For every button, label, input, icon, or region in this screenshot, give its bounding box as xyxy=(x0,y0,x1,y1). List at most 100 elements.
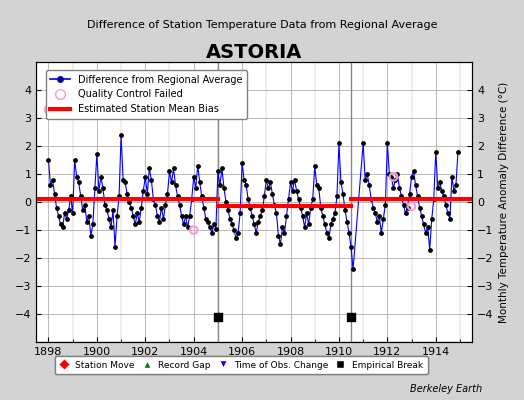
Point xyxy=(333,193,341,200)
Point xyxy=(329,216,337,222)
Point xyxy=(62,216,71,222)
Point xyxy=(248,213,256,219)
Point xyxy=(224,207,232,214)
Point xyxy=(335,140,343,146)
Point xyxy=(339,190,347,197)
Point xyxy=(129,213,137,219)
Point xyxy=(46,182,54,188)
Point xyxy=(137,204,146,211)
Point xyxy=(232,235,241,242)
Point xyxy=(244,196,253,202)
Point xyxy=(349,266,357,272)
Point xyxy=(256,213,265,219)
Point xyxy=(141,174,149,180)
Point xyxy=(69,210,77,216)
Point xyxy=(48,176,57,183)
Point xyxy=(371,210,379,216)
Point xyxy=(97,174,105,180)
Point xyxy=(300,224,309,230)
Point xyxy=(411,182,420,188)
Point xyxy=(393,171,401,177)
Point xyxy=(178,213,186,219)
Point xyxy=(403,204,412,211)
Point xyxy=(185,213,194,219)
Point xyxy=(442,202,450,208)
Point xyxy=(280,230,289,236)
Point xyxy=(240,176,248,183)
Point xyxy=(226,216,234,222)
Point xyxy=(430,196,438,202)
Point xyxy=(446,216,454,222)
Point xyxy=(250,221,258,228)
Point xyxy=(391,176,400,183)
Point xyxy=(297,204,305,211)
Point xyxy=(149,196,158,202)
Point xyxy=(183,224,192,230)
Point xyxy=(238,160,246,166)
Point xyxy=(309,196,317,202)
Point xyxy=(367,196,375,202)
Point xyxy=(188,196,196,202)
Point xyxy=(95,188,103,194)
Point xyxy=(343,218,351,225)
Legend: Station Move, Record Gap, Time of Obs. Change, Empirical Break: Station Move, Record Gap, Time of Obs. C… xyxy=(54,356,428,374)
Point xyxy=(91,185,99,191)
Point xyxy=(423,224,432,230)
Point xyxy=(387,174,396,180)
Point xyxy=(341,207,349,214)
Point xyxy=(210,221,218,228)
Point xyxy=(107,224,115,230)
Point xyxy=(200,204,208,211)
Point xyxy=(77,193,85,200)
Point xyxy=(288,188,297,194)
Point xyxy=(133,210,141,216)
Point xyxy=(60,210,69,216)
Point xyxy=(139,188,147,194)
Point xyxy=(44,106,52,113)
Point xyxy=(407,174,416,180)
Point xyxy=(274,232,282,239)
Point xyxy=(323,230,331,236)
Point xyxy=(222,199,230,205)
Point xyxy=(264,185,272,191)
Point xyxy=(369,204,377,211)
Point xyxy=(401,210,410,216)
Point xyxy=(151,202,160,208)
Point xyxy=(331,210,339,216)
Point xyxy=(383,140,391,146)
Point xyxy=(438,188,446,194)
Point xyxy=(173,193,182,200)
Point xyxy=(202,216,210,222)
Point xyxy=(242,182,250,188)
Point xyxy=(389,185,398,191)
Point xyxy=(454,148,462,155)
Title: ASTORIA: ASTORIA xyxy=(206,43,302,62)
Point xyxy=(304,221,313,228)
Point xyxy=(379,216,388,222)
Point xyxy=(125,199,133,205)
Point xyxy=(326,221,335,228)
Point xyxy=(54,213,63,219)
Point xyxy=(165,168,173,174)
Point xyxy=(307,204,315,211)
Point xyxy=(176,202,184,208)
Point xyxy=(216,182,224,188)
Point xyxy=(86,232,95,239)
Point xyxy=(147,176,156,183)
Point xyxy=(208,230,216,236)
Point xyxy=(246,204,254,211)
Point xyxy=(252,230,260,236)
Point xyxy=(111,244,119,250)
Point xyxy=(190,227,198,233)
Point xyxy=(428,216,436,222)
Point xyxy=(205,224,214,230)
Point xyxy=(50,190,59,197)
Point xyxy=(192,185,200,191)
Point xyxy=(361,176,369,183)
Point xyxy=(117,132,125,138)
Point xyxy=(302,210,311,216)
Point xyxy=(413,193,422,200)
Point xyxy=(157,204,166,211)
Point xyxy=(311,162,319,169)
Point xyxy=(89,221,97,228)
